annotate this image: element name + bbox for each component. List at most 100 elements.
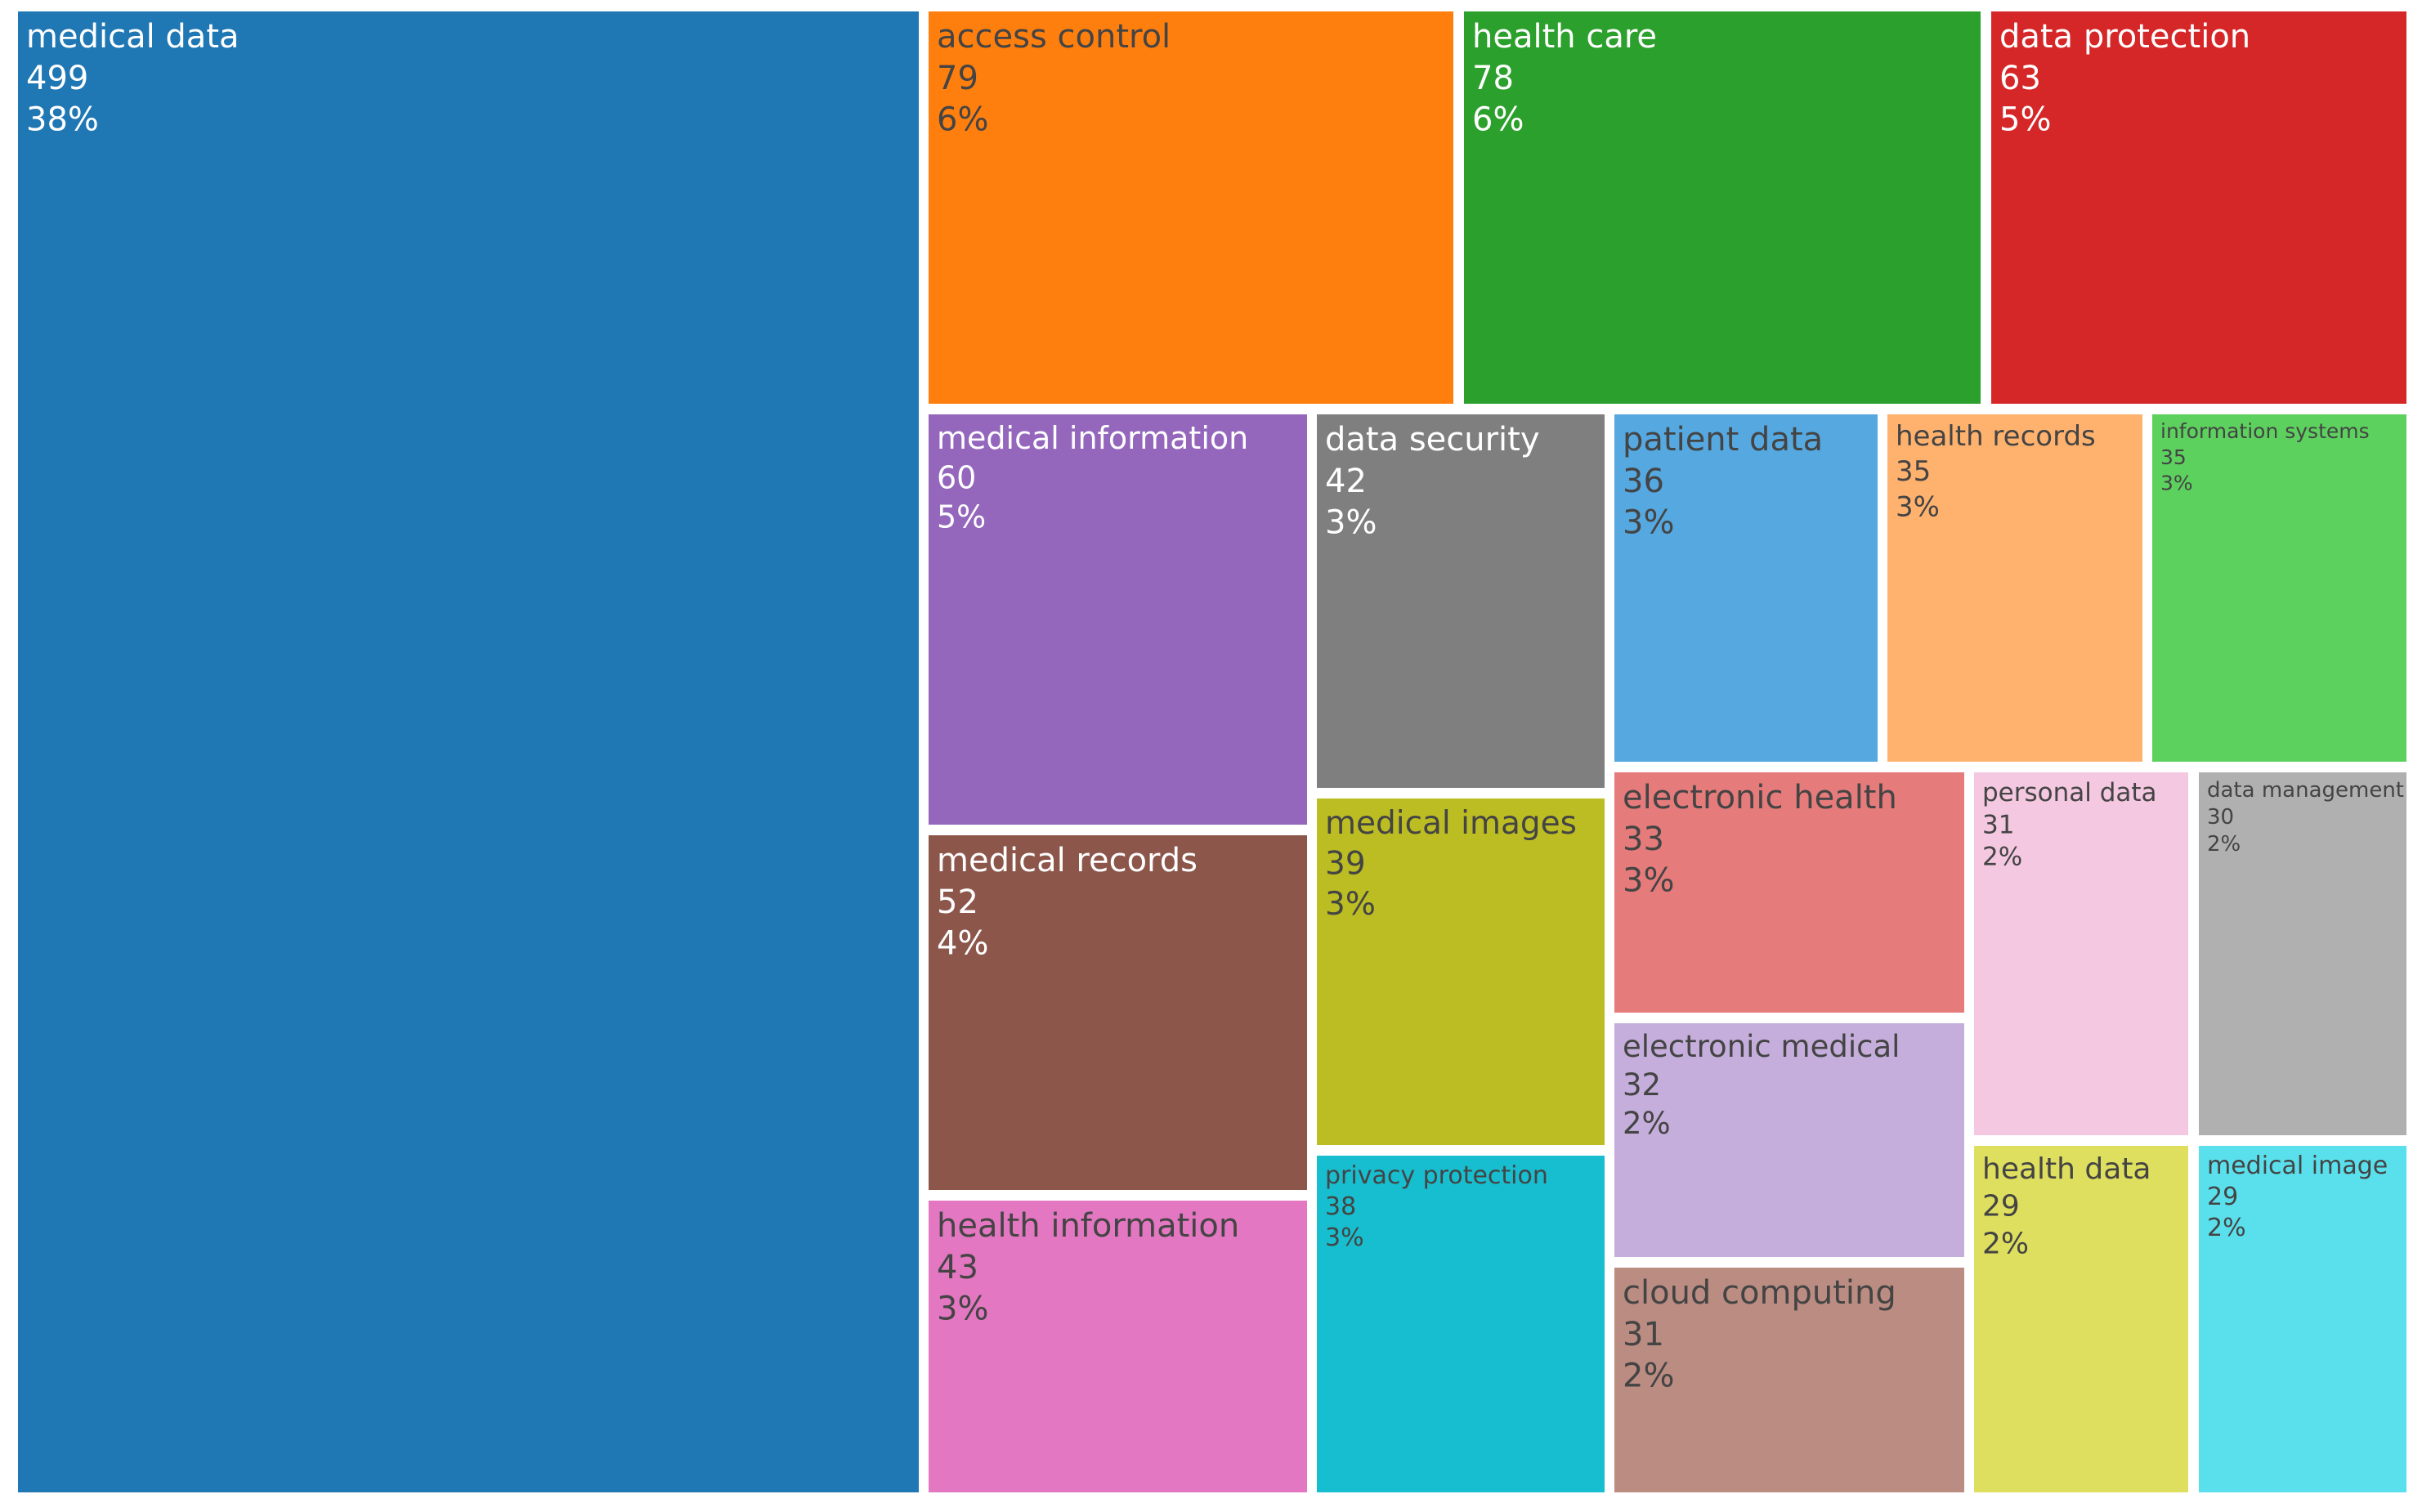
tile-rect-health-records[interactable] <box>1887 414 2142 762</box>
tile-label-medical-information: medical information <box>937 420 1248 456</box>
tile-medical-image[interactable]: medical image 29 2% <box>2199 1146 2406 1492</box>
tile-value-medical-information: 60 <box>937 459 976 495</box>
tile-percent-information-systems: 3% <box>2160 472 2193 495</box>
tile-percent-medical-images: 3% <box>1325 886 1376 923</box>
tile-rect-health-information[interactable] <box>929 1201 1307 1492</box>
tile-value-medical-data: 499 <box>26 60 88 97</box>
tile-label-medical-images: medical images <box>1325 805 1577 842</box>
tile-rect-medical-records[interactable] <box>929 835 1307 1190</box>
tile-percent-privacy-protection: 3% <box>1325 1223 1364 1252</box>
tile-cloud-computing[interactable]: cloud computing 31 2% <box>1614 1268 1964 1492</box>
tile-medical-records[interactable]: medical records 52 4% <box>929 835 1307 1190</box>
tile-percent-medical-information: 5% <box>937 499 986 535</box>
tile-percent-health-records: 3% <box>1896 490 1940 523</box>
tile-percent-patient-data: 3% <box>1623 504 1674 542</box>
tile-medical-data[interactable]: medical data 499 38% <box>18 11 919 1492</box>
tile-value-medical-images: 39 <box>1325 846 1366 883</box>
tile-label-privacy-protection: privacy protection <box>1325 1161 1548 1190</box>
tile-rect-data-management[interactable] <box>2199 772 2406 1135</box>
tile-label-health-information: health information <box>937 1207 1239 1245</box>
tile-value-health-data: 29 <box>1982 1190 2020 1223</box>
tile-rect-personal-data[interactable] <box>1974 772 2188 1135</box>
tile-rect-health-data[interactable] <box>1974 1146 2188 1492</box>
tile-label-health-care: health care <box>1472 18 1657 56</box>
tile-rect-data-security[interactable] <box>1317 414 1605 788</box>
tile-label-health-data: health data <box>1982 1152 2151 1186</box>
tile-label-access-control: access control <box>937 18 1171 56</box>
tile-value-privacy-protection: 38 <box>1325 1192 1356 1221</box>
tile-value-data-management: 30 <box>2207 805 2234 830</box>
tile-value-medical-image: 29 <box>2207 1183 2238 1211</box>
tile-rect-electronic-medical[interactable] <box>1614 1023 1964 1257</box>
tile-value-patient-data: 36 <box>1623 463 1664 500</box>
tile-data-security[interactable]: data security 42 3% <box>1317 414 1605 788</box>
tile-percent-medical-image: 2% <box>2207 1214 2246 1242</box>
tile-percent-health-information: 3% <box>937 1291 988 1328</box>
tile-percent-electronic-health: 3% <box>1623 862 1674 900</box>
tile-value-information-systems: 35 <box>2160 445 2187 469</box>
tile-health-information[interactable]: health information 43 3% <box>929 1201 1307 1492</box>
tile-rect-electronic-health[interactable] <box>1614 772 1964 1013</box>
tile-rect-privacy-protection[interactable] <box>1317 1156 1605 1492</box>
tile-access-control[interactable]: access control 79 6% <box>929 11 1453 404</box>
tile-personal-data[interactable]: personal data 31 2% <box>1974 772 2188 1135</box>
tile-rect-information-systems[interactable] <box>2152 414 2406 762</box>
tile-patient-data[interactable]: patient data 36 3% <box>1614 414 1878 762</box>
tile-percent-data-protection: 5% <box>1999 101 2051 139</box>
tile-health-data[interactable]: health data 29 2% <box>1974 1146 2188 1492</box>
tile-rect-health-care[interactable] <box>1464 11 1981 404</box>
tile-percent-medical-records: 4% <box>937 925 988 963</box>
tile-value-data-security: 42 <box>1325 463 1367 500</box>
tile-rect-medical-image[interactable] <box>2199 1146 2406 1492</box>
tile-label-health-records: health records <box>1896 420 2096 453</box>
tile-label-medical-data: medical data <box>26 18 240 56</box>
tile-value-access-control: 79 <box>937 60 978 97</box>
tile-label-data-management: data management <box>2207 778 2404 803</box>
tile-percent-health-data: 2% <box>1982 1227 2029 1260</box>
tile-value-health-care: 78 <box>1472 60 1514 97</box>
tile-rect-medical-information[interactable] <box>929 414 1307 825</box>
tile-rect-cloud-computing[interactable] <box>1614 1268 1964 1492</box>
tile-rect-medical-images[interactable] <box>1317 798 1605 1145</box>
tile-percent-data-security: 3% <box>1325 504 1377 542</box>
tile-percent-data-management: 2% <box>2207 832 2241 857</box>
tile-rect-access-control[interactable] <box>929 11 1453 404</box>
tile-health-care[interactable]: health care 78 6% <box>1464 11 1981 404</box>
tile-percent-cloud-computing: 2% <box>1623 1358 1674 1395</box>
tile-value-personal-data: 31 <box>1982 810 2014 839</box>
tile-value-electronic-health: 33 <box>1623 821 1664 858</box>
tile-label-personal-data: personal data <box>1982 778 2157 807</box>
tile-value-cloud-computing: 31 <box>1623 1316 1664 1353</box>
tile-label-medical-records: medical records <box>937 842 1198 879</box>
tile-rect-medical-data[interactable] <box>18 11 919 1492</box>
tile-label-information-systems: information systems <box>2160 419 2370 443</box>
tile-percent-access-control: 6% <box>937 101 988 139</box>
tile-label-data-security: data security <box>1325 421 1540 459</box>
tile-label-cloud-computing: cloud computing <box>1623 1274 1896 1312</box>
tile-value-medical-records: 52 <box>937 883 978 921</box>
tile-percent-electronic-medical: 2% <box>1623 1106 1671 1141</box>
tile-rect-patient-data[interactable] <box>1614 414 1878 762</box>
tile-rect-data-protection[interactable] <box>1991 11 2406 404</box>
tile-label-medical-image: medical image <box>2207 1152 2388 1180</box>
tile-percent-health-care: 6% <box>1472 101 1524 139</box>
tile-percent-medical-data: 38% <box>26 101 99 139</box>
tile-electronic-health[interactable]: electronic health 33 3% <box>1614 772 1964 1013</box>
tile-value-health-information: 43 <box>937 1249 978 1286</box>
tile-label-electronic-medical: electronic medical <box>1623 1029 1900 1064</box>
tile-label-patient-data: patient data <box>1623 421 1823 459</box>
tile-percent-personal-data: 2% <box>1982 843 2022 872</box>
tile-medical-images[interactable]: medical images 393% <box>1317 798 1605 1145</box>
tile-value-data-protection: 63 <box>1999 60 2041 97</box>
tile-label-electronic-health: electronic health <box>1623 779 1897 816</box>
tile-value-electronic-medical: 32 <box>1623 1067 1661 1103</box>
tile-data-protection[interactable]: data protection 63 5% <box>1991 11 2406 404</box>
tile-value-health-records: 35 <box>1896 455 1931 488</box>
